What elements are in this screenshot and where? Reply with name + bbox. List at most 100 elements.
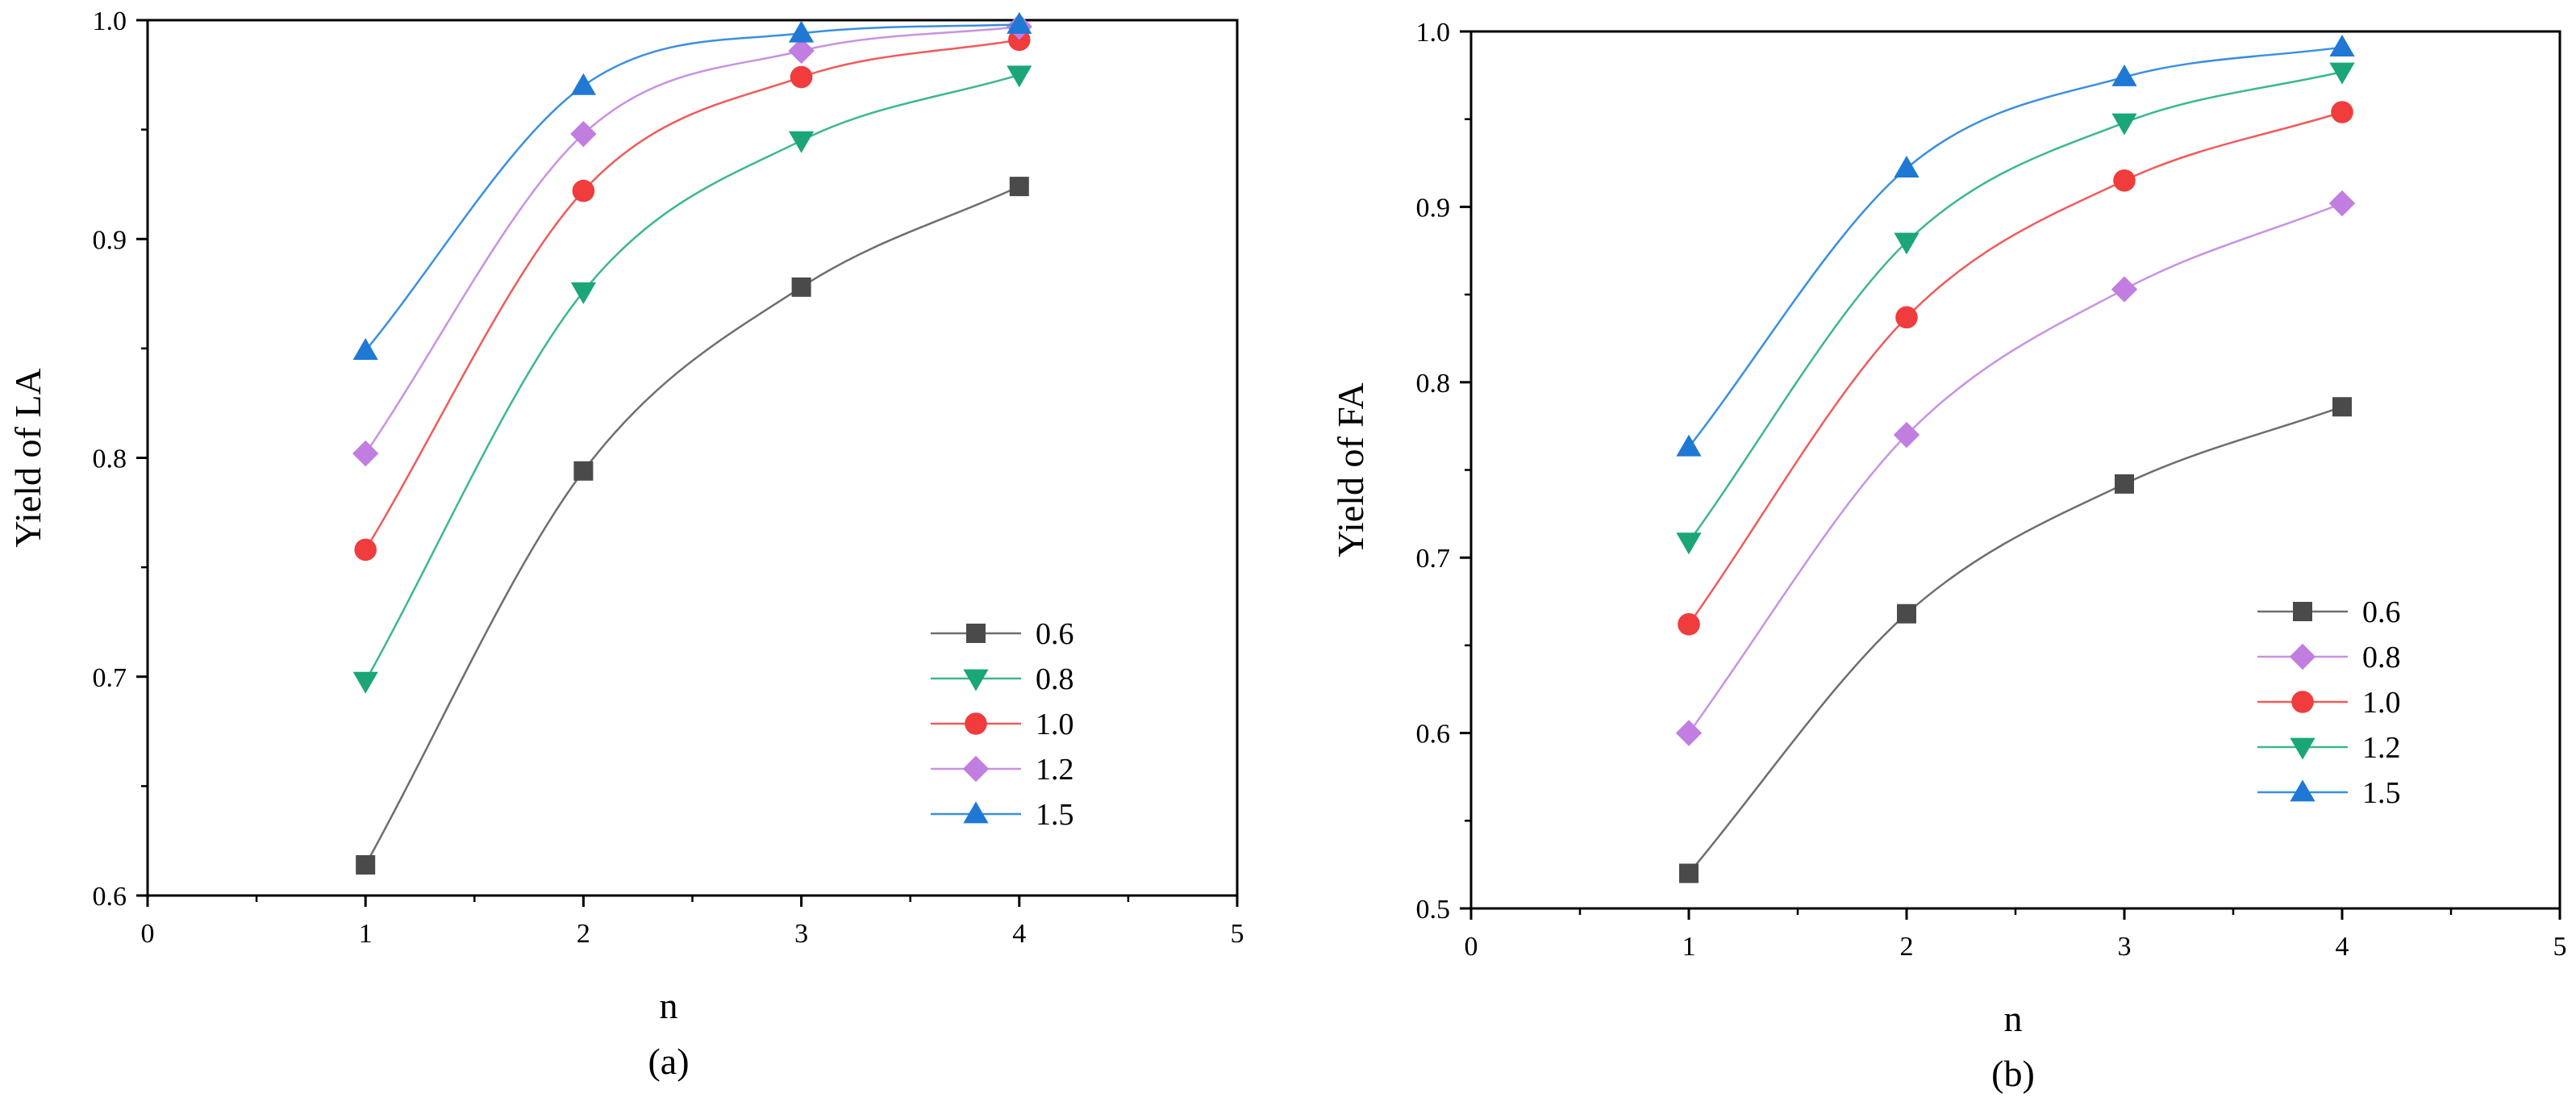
legend-marker bbox=[963, 669, 989, 691]
legend-marker bbox=[962, 755, 990, 783]
data-point bbox=[2329, 34, 2355, 56]
x-tick-label: 2 bbox=[1900, 932, 1914, 962]
data-point bbox=[2111, 276, 2138, 303]
y-tick-label: 1.0 bbox=[1416, 18, 1451, 48]
x-tick-label: 3 bbox=[2118, 932, 2132, 962]
data-point bbox=[352, 671, 378, 694]
y-tick-label: 0.6 bbox=[93, 882, 127, 912]
data-point bbox=[1893, 421, 1920, 449]
legend-marker bbox=[966, 624, 986, 643]
y-tick-label: 0.7 bbox=[93, 663, 127, 693]
data-point bbox=[788, 37, 815, 65]
y-tick-label: 0.6 bbox=[1416, 720, 1451, 749]
x-tick-label: 3 bbox=[794, 919, 808, 949]
legend-marker bbox=[963, 801, 989, 824]
series-1.2 bbox=[352, 13, 1032, 467]
data-point bbox=[570, 73, 596, 95]
y-tick-label: 0.8 bbox=[1416, 369, 1451, 399]
x-tick-label: 0 bbox=[141, 919, 155, 949]
data-point bbox=[570, 120, 597, 148]
y-axis-label: Yield of FA bbox=[1330, 382, 1371, 557]
series-line bbox=[1688, 46, 2343, 449]
legend-label: 1.0 bbox=[1036, 708, 1074, 741]
legend-marker bbox=[2290, 737, 2315, 760]
legend-label: 1.0 bbox=[2362, 686, 2401, 720]
legend-label: 0.6 bbox=[2362, 595, 2401, 629]
series-1.0 bbox=[354, 28, 1031, 562]
data-point bbox=[1675, 720, 1703, 746]
x-tick-label: 4 bbox=[2336, 932, 2349, 962]
data-point bbox=[1008, 28, 1031, 52]
data-point bbox=[352, 440, 379, 467]
data-point bbox=[790, 65, 813, 89]
data-point bbox=[2331, 101, 2353, 123]
legend-label: 1.2 bbox=[1036, 753, 1074, 787]
legend-marker bbox=[2289, 643, 2316, 670]
series-1.5 bbox=[352, 11, 1032, 360]
y-tick-label: 0.9 bbox=[1416, 193, 1451, 223]
data-point bbox=[2328, 190, 2356, 217]
data-point bbox=[2111, 113, 2137, 136]
data-point bbox=[791, 277, 811, 297]
data-point bbox=[789, 20, 815, 43]
data-point bbox=[1009, 177, 1029, 197]
panel-caption: (a) bbox=[648, 1041, 689, 1082]
series-0.6 bbox=[356, 177, 1029, 875]
series-line bbox=[1687, 70, 2343, 543]
x-tick-label: 4 bbox=[1012, 919, 1026, 949]
panel-caption: (b) bbox=[1991, 1053, 2035, 1094]
legend-label: 1.5 bbox=[2362, 776, 2401, 810]
series-line bbox=[1687, 111, 2343, 625]
x-tick-label: 5 bbox=[1231, 919, 1244, 949]
data-point bbox=[1894, 232, 1919, 255]
x-tick-label: 0 bbox=[1465, 932, 1478, 962]
legend-marker bbox=[965, 712, 987, 735]
data-point bbox=[1679, 863, 1699, 883]
data-point bbox=[2332, 397, 2352, 417]
x-tick-label: 2 bbox=[577, 919, 590, 949]
y-axis-label: Yield of LA bbox=[7, 368, 48, 547]
legend: 0.6 0.8 1.0 1.2 1.5 bbox=[931, 617, 1074, 832]
legend-marker bbox=[2293, 602, 2312, 621]
legend-label: 0.8 bbox=[1036, 662, 1074, 696]
series-line bbox=[1687, 202, 2343, 734]
data-point bbox=[1678, 613, 1700, 636]
data-point bbox=[1676, 532, 1702, 555]
data-point bbox=[2113, 169, 2136, 192]
y-tick-label: 1.0 bbox=[93, 6, 127, 36]
legend-label: 1.5 bbox=[1036, 798, 1074, 832]
data-point bbox=[570, 282, 596, 304]
legend-label: 0.6 bbox=[1036, 617, 1074, 651]
data-point bbox=[1897, 603, 1916, 624]
x-tick-label: 1 bbox=[1682, 932, 1696, 962]
x-tick-label: 5 bbox=[2553, 932, 2567, 962]
y-tick-label: 0.5 bbox=[1416, 895, 1451, 925]
series-line bbox=[365, 186, 1020, 866]
x-axis-label: n bbox=[2004, 998, 2023, 1039]
data-point bbox=[2329, 62, 2355, 85]
legend-marker bbox=[2291, 691, 2314, 713]
y-tick-label: 0.7 bbox=[1416, 544, 1451, 574]
series-line bbox=[365, 25, 1019, 454]
data-point bbox=[1007, 11, 1032, 34]
data-point bbox=[789, 131, 815, 153]
series-1.5 bbox=[1676, 34, 2355, 457]
series-0.6 bbox=[1679, 397, 2352, 883]
y-tick-label: 0.8 bbox=[93, 445, 127, 474]
series-1.0 bbox=[1678, 101, 2353, 636]
y-tick-label: 0.9 bbox=[93, 225, 127, 255]
data-point bbox=[1007, 65, 1032, 88]
series-line bbox=[365, 23, 1019, 352]
series-line bbox=[1688, 406, 2343, 875]
legend-label: 1.2 bbox=[2362, 731, 2401, 765]
x-axis-label: n bbox=[660, 985, 678, 1026]
legend-marker bbox=[2290, 779, 2315, 802]
data-point bbox=[2111, 64, 2137, 86]
data-point bbox=[1676, 434, 1702, 457]
data-point bbox=[1894, 155, 1919, 177]
data-point bbox=[2115, 474, 2134, 494]
x-tick-label: 1 bbox=[359, 919, 373, 949]
series-1.2 bbox=[1676, 62, 2355, 555]
